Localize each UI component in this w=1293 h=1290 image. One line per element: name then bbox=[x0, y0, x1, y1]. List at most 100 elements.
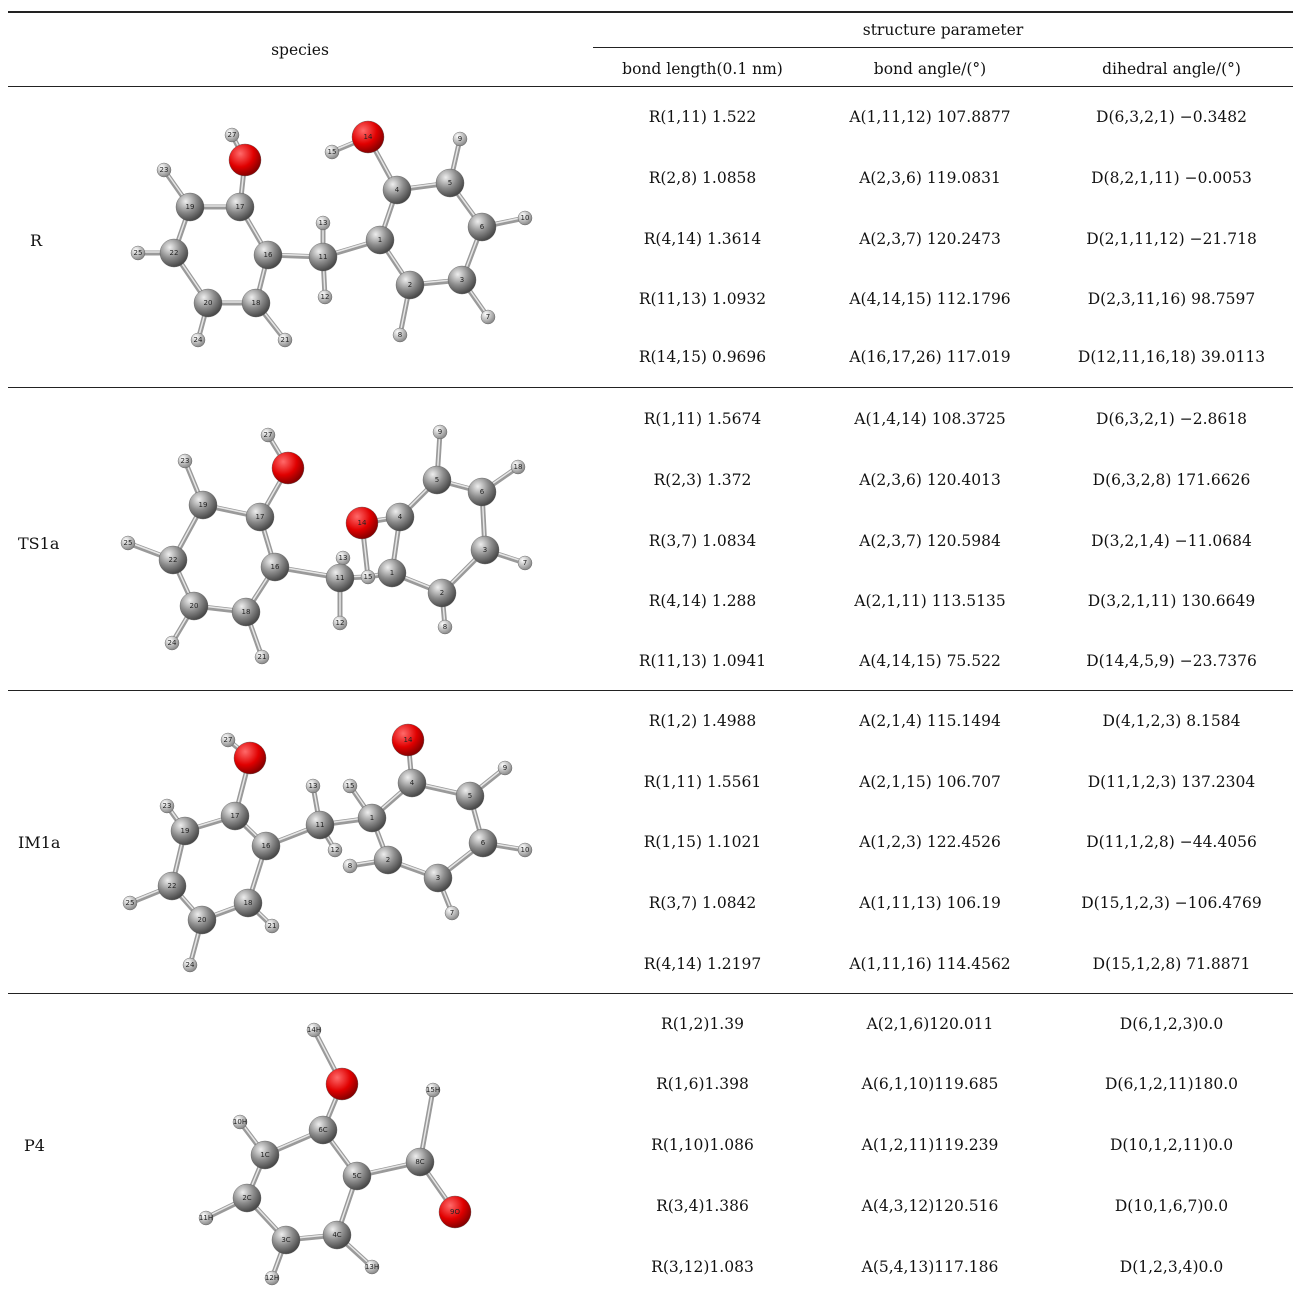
hydrogen-atom bbox=[159, 798, 175, 814]
atom-number-label: 9O bbox=[450, 1208, 460, 1216]
atom-number-label: 12 bbox=[321, 293, 330, 301]
atom-number-label: 3 bbox=[436, 874, 440, 882]
bond-length-cell: R(1,2)1.39 bbox=[661, 1015, 744, 1033]
carbon-atom bbox=[175, 192, 205, 222]
hydrogen-atom bbox=[425, 1082, 441, 1098]
bond-length-cell: R(1,6)1.398 bbox=[656, 1075, 749, 1093]
carbon-atom bbox=[170, 816, 200, 846]
atom-number-label: 25 bbox=[124, 539, 133, 547]
atom-number-label: 1 bbox=[390, 569, 394, 577]
atom-number-label: 8 bbox=[443, 623, 447, 631]
carbon-atom bbox=[250, 1140, 280, 1170]
bond-length-cell: R(3,12)1.083 bbox=[651, 1258, 754, 1276]
hydrogen-atom bbox=[437, 619, 453, 635]
atom-number-label: 9 bbox=[503, 764, 507, 772]
hydrogen-atom bbox=[224, 127, 240, 143]
carbon-atom bbox=[447, 265, 477, 295]
atom-number-label: 23 bbox=[181, 457, 190, 465]
atom-number-label: 20 bbox=[190, 602, 199, 610]
atom-number-label: 14 bbox=[364, 133, 373, 141]
atom-number-label: 6 bbox=[480, 223, 485, 231]
hydrogen-atom bbox=[306, 1022, 322, 1038]
bond-angle-cell: A(2,3,6) 120.4013 bbox=[859, 471, 1001, 489]
hydrogen-atom bbox=[190, 332, 206, 348]
carbon-atom bbox=[253, 240, 283, 270]
bond-length-cell: R(1,11) 1.522 bbox=[648, 108, 757, 126]
atom-number-label: 9 bbox=[458, 135, 462, 143]
bond-angle-cell: A(2,3,7) 120.5984 bbox=[859, 532, 1001, 550]
atom-number-label: 12H bbox=[265, 1274, 279, 1282]
dihedral-angle-cell: D(11,1,2,8) −44.4056 bbox=[1086, 833, 1257, 851]
atom-number-label: 17 bbox=[231, 812, 240, 820]
header-species: species bbox=[271, 41, 329, 59]
atom-number-label: 25 bbox=[126, 899, 135, 907]
atom-number-label: 10 bbox=[521, 214, 530, 222]
bond-length-cell: R(1,2) 1.4988 bbox=[648, 712, 757, 730]
atom-number-label: 3C bbox=[281, 1236, 290, 1244]
carbon-atom bbox=[260, 552, 290, 582]
atom-number-label: 2 bbox=[440, 589, 444, 597]
atom-number-label: 5C bbox=[352, 1172, 361, 1180]
atom-number-label: 4 bbox=[395, 186, 400, 194]
carbon-atom bbox=[187, 905, 217, 935]
dihedral-angle-cell: D(2,1,11,12) −21.718 bbox=[1086, 230, 1257, 248]
hydrogen-atom bbox=[164, 635, 180, 651]
carbon-atom bbox=[342, 1161, 372, 1191]
atom-number-label: 5 bbox=[435, 476, 439, 484]
bond-length-cell: R(3,7) 1.0842 bbox=[648, 894, 757, 912]
carbon-atom bbox=[308, 242, 338, 272]
carbon-atom bbox=[322, 1220, 352, 1250]
row-divider bbox=[8, 387, 1293, 388]
hydrogen-atom bbox=[517, 210, 533, 226]
carbon-atom bbox=[365, 225, 395, 255]
oxygen-atom bbox=[438, 1195, 472, 1229]
atom-number-label: 5 bbox=[468, 792, 472, 800]
carbon-atom bbox=[308, 1115, 338, 1145]
row-divider bbox=[8, 690, 1293, 691]
atom-number-label: 4 bbox=[410, 779, 415, 787]
dihedral-angle-cell: D(6,3,2,1) −2.8618 bbox=[1096, 410, 1247, 428]
atom-number-label: 16 bbox=[264, 251, 273, 259]
bond-length-cell: R(1,11) 1.5561 bbox=[643, 773, 762, 791]
atom-number-label: 27 bbox=[264, 431, 273, 439]
hydrogen-atom bbox=[452, 131, 468, 147]
atom-number-label: 7 bbox=[450, 909, 454, 917]
atom-number-label: 6C bbox=[318, 1126, 327, 1134]
atom-number-label: 15 bbox=[364, 573, 373, 581]
oxygen-atom bbox=[391, 723, 425, 757]
dihedral-angle-cell: D(3,2,1,4) −11.0684 bbox=[1091, 532, 1252, 550]
atom-number-label: 17 bbox=[236, 203, 245, 211]
dihedral-angle-cell: D(10,1,2,11)0.0 bbox=[1109, 1136, 1234, 1154]
hydrogen-atom bbox=[317, 289, 333, 305]
dihedral-angle-cell: D(4,1,2,3) 8.1584 bbox=[1102, 712, 1241, 730]
hydrogen-atom bbox=[315, 215, 331, 231]
dihedral-angle-cell: D(12,11,16,18) 39.0113 bbox=[1077, 348, 1266, 366]
species-label: IM1a bbox=[18, 833, 61, 852]
carbon-atom bbox=[435, 168, 465, 198]
atom-number-label: 22 bbox=[170, 249, 179, 257]
dihedral-angle-cell: D(6,1,2,3)0.0 bbox=[1119, 1015, 1224, 1033]
bond-length-cell: R(11,13) 1.0941 bbox=[638, 652, 767, 670]
atom-number-label: 12 bbox=[331, 846, 340, 854]
atom-number-label: 8 bbox=[398, 331, 402, 339]
atom-number-label: 16 bbox=[271, 563, 280, 571]
atom-number-label: 14 bbox=[404, 736, 413, 744]
bond-angle-cell: A(2,1,6)120.011 bbox=[866, 1015, 994, 1033]
carbon-atom bbox=[468, 828, 498, 858]
atom-number-label: 20 bbox=[204, 299, 213, 307]
bond-length-cell: R(1,11) 1.5674 bbox=[643, 410, 762, 428]
hydrogen-atom bbox=[342, 858, 358, 874]
carbon-atom bbox=[225, 192, 255, 222]
atom-number-label: 22 bbox=[168, 882, 177, 890]
header-sub-rule bbox=[593, 47, 1293, 48]
bond-angle-cell: A(4,3,12)120.516 bbox=[861, 1197, 999, 1215]
bond-angle-cell: A(1,11,12) 107.8877 bbox=[849, 108, 1011, 126]
carbon-atom bbox=[305, 810, 335, 840]
atom-number-label: 13 bbox=[319, 219, 328, 227]
atom-number-label: 6 bbox=[481, 839, 486, 847]
bond-length-cell: R(2,3) 1.372 bbox=[653, 471, 752, 489]
atom-number-label: 21 bbox=[281, 336, 290, 344]
hydrogen-atom bbox=[392, 327, 408, 343]
